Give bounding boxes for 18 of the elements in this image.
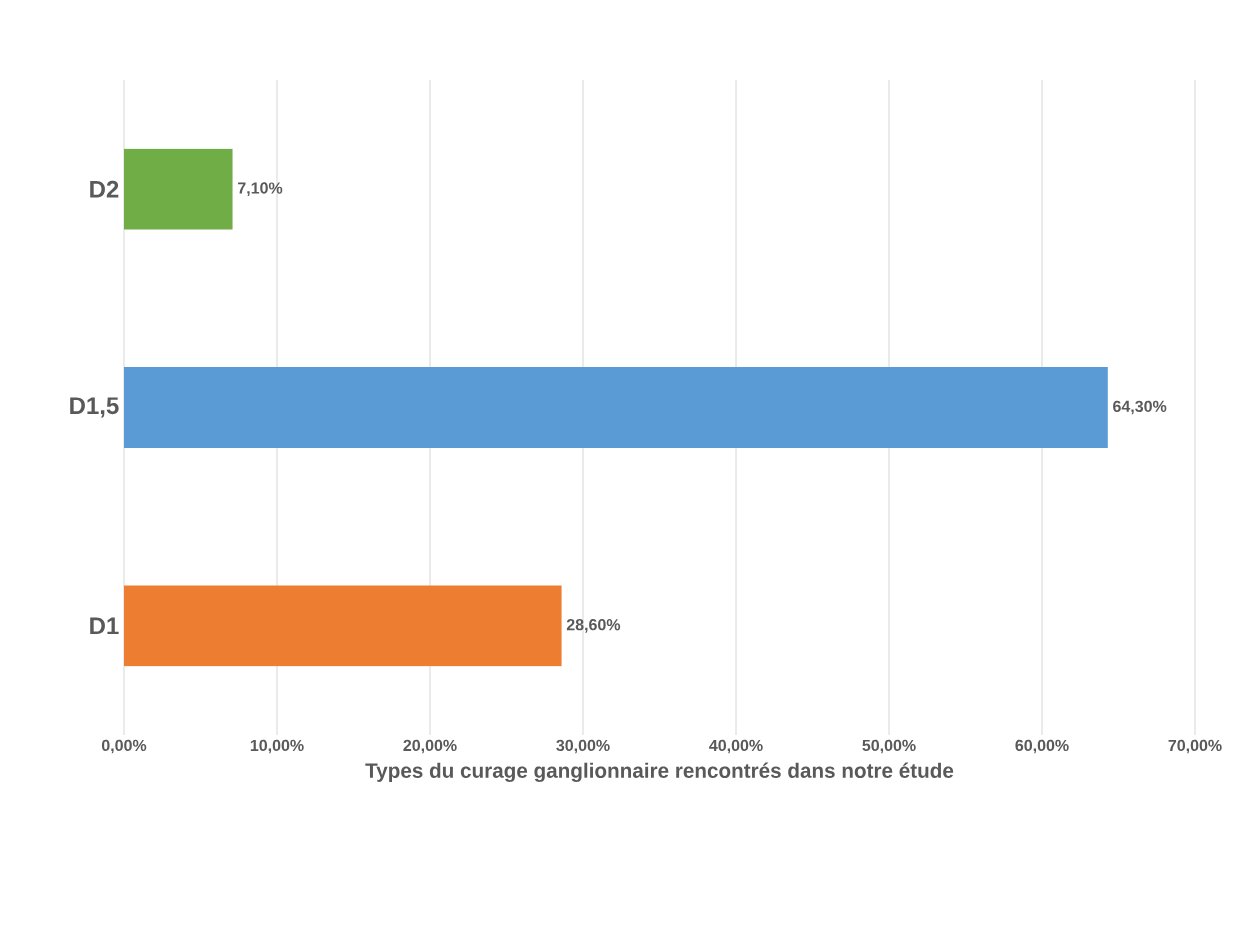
y-tick-label: D2 [90,180,119,198]
y-tick-label: D1 [90,617,119,635]
bar [124,367,1108,448]
x-tick-label: 40,00% [709,739,763,754]
x-tick-label: 70,00% [1168,739,1222,754]
y-tick-label: D1,5 [70,397,119,418]
data-label: 28,60% [566,619,621,633]
x-tick-label: 20,00% [403,739,457,754]
x-axis-title: Types du curage ganglionnaire rencontrés dans notre étude [365,762,954,783]
x-tick-label: 60,00% [1015,739,1069,754]
x-tick-label: 30,00% [556,739,610,754]
x-tick-label: 50,00% [862,739,916,754]
bar [124,585,562,667]
data-label: 7,10% [238,182,283,196]
x-tick-label: 0,00% [101,739,147,754]
data-label: 64,30% [1113,400,1167,415]
x-tick-label: 10,00% [250,739,304,754]
bar [124,148,233,230]
